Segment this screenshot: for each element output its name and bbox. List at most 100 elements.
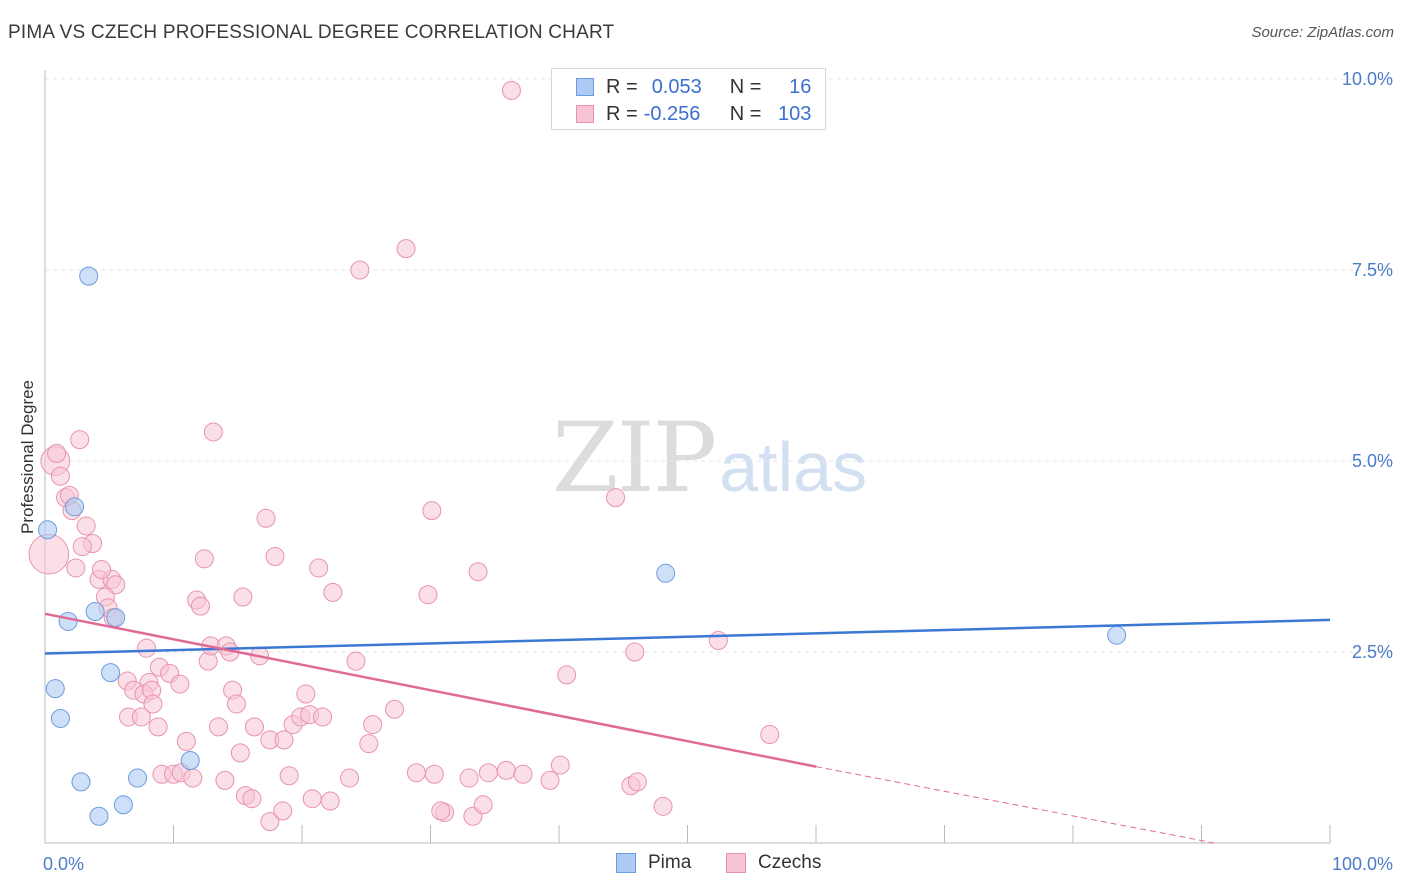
- czech-point-57: [323, 582, 343, 602]
- pima-n-label: N =: [729, 75, 762, 98]
- pima-swatch: [576, 78, 594, 96]
- czech-point-2: [47, 443, 67, 463]
- pima-point-7: [45, 679, 65, 699]
- czech-point-31: [148, 717, 168, 737]
- pima-point-0: [38, 520, 58, 540]
- czech-point-55: [296, 684, 316, 704]
- czech-point-42: [226, 694, 246, 714]
- pima-point-3: [85, 602, 105, 622]
- czech-point-32: [176, 731, 196, 751]
- czech-trend-line: [44, 612, 817, 768]
- czech-swatch: [576, 105, 594, 123]
- pima-n-value: 16: [789, 75, 812, 98]
- pima-point-11: [128, 768, 148, 788]
- pima-r-value: 0.053: [651, 75, 702, 98]
- axis-labels: 2.5% 5.0% 7.5% 10.0% 0.0% 100.0% Professional …: [18, 69, 1393, 874]
- czech-point-99: [302, 789, 322, 809]
- y-tick-label-2: 7.5%: [1352, 260, 1393, 280]
- czech-point-68: [424, 764, 444, 784]
- czech-point-60: [346, 651, 366, 671]
- czech-point-88: [760, 725, 780, 745]
- czech-point-62: [359, 734, 379, 754]
- czech-point-79: [540, 770, 560, 790]
- czech-point-74: [473, 795, 493, 815]
- czech-point-35: [194, 549, 214, 569]
- x-tick-label-0: 0.0%: [43, 854, 84, 874]
- legend-row-pima: R = 0.053 N = 16: [576, 75, 811, 99]
- pima-r-label: R =: [606, 75, 638, 98]
- czech-point-3: [50, 466, 70, 486]
- pima-point-4: [58, 611, 78, 631]
- pima-legend-swatch: [616, 853, 636, 873]
- czech-point-96: [260, 812, 280, 832]
- y-tick-label-0: 2.5%: [1352, 642, 1393, 662]
- legend-row-czechs: R = -0.256 N = 103: [576, 102, 811, 126]
- czech-point-87: [708, 631, 728, 651]
- grid-lines: [45, 78, 1392, 653]
- czech-point-95: [242, 789, 262, 809]
- czech-point-46: [244, 717, 264, 737]
- czech-point-8: [76, 516, 96, 536]
- czech-point-43: [233, 587, 253, 607]
- axes: [44, 70, 1331, 844]
- czech-point-97: [273, 801, 293, 821]
- pima-point-1: [79, 266, 99, 286]
- czech-point-98: [279, 766, 299, 786]
- trend-lines: [44, 612, 1331, 844]
- pima-point-8: [50, 708, 70, 728]
- czech-legend-label: Czechs: [758, 852, 822, 873]
- chart-title: PIMA VS CZECH PROFESSIONAL DEGREE CORREL…: [8, 22, 615, 43]
- pima-point-14: [656, 563, 676, 583]
- czech-point-67: [422, 501, 442, 521]
- czech-point-84: [627, 772, 647, 792]
- czech-point-44: [208, 717, 228, 737]
- czech-point-48: [256, 508, 276, 528]
- czech-point-61: [363, 715, 383, 735]
- source-credit: Source: ZipAtlas.com: [1251, 24, 1394, 41]
- czech-point-78: [513, 764, 533, 784]
- bottom-legend-czechs: Czechs: [726, 852, 821, 874]
- czech-point-14: [106, 575, 126, 595]
- pima-point-13: [89, 806, 109, 826]
- czech-point-22: [170, 674, 190, 694]
- czech-point-93: [215, 770, 235, 790]
- czech-point-101: [340, 768, 360, 788]
- czech-point-11: [66, 558, 86, 578]
- czech-point-76: [496, 760, 516, 780]
- czech-point-80: [550, 755, 570, 775]
- czech-point-10: [72, 537, 92, 557]
- pima-point-5: [106, 608, 126, 628]
- czech-point-71: [459, 768, 479, 788]
- czech-r-label: R =: [606, 102, 638, 125]
- czech-trend-extension: [815, 766, 1215, 844]
- czech-point-50: [265, 547, 285, 566]
- czech-point-58: [313, 707, 333, 727]
- czech-point-34: [190, 596, 210, 616]
- pima-point-15: [1107, 625, 1127, 645]
- czech-point-85: [625, 642, 645, 662]
- czech-point-66: [418, 585, 438, 605]
- pima-point-6: [101, 663, 121, 683]
- y-axis-title: Professional Degree: [18, 380, 37, 534]
- czech-point-70: [431, 801, 451, 821]
- czech-point-82: [606, 488, 626, 508]
- czech-legend-swatch: [726, 853, 746, 873]
- czech-n-value: 103: [778, 102, 812, 125]
- czech-point-29: [131, 707, 151, 727]
- czech-point-77: [501, 80, 521, 100]
- czech-point-64: [396, 239, 416, 259]
- pima-trend-line: [44, 618, 1331, 655]
- bottom-legend-pima: Pima: [616, 852, 691, 874]
- czech-points: [28, 80, 780, 832]
- czech-r-value: -0.256: [643, 102, 701, 125]
- czech-point-15: [92, 559, 112, 579]
- pima-points: [38, 266, 1127, 826]
- czech-point-0: [28, 533, 70, 575]
- pima-point-10: [71, 772, 91, 792]
- y-tick-label-3: 10.0%: [1342, 69, 1393, 89]
- y-tick-label-1: 5.0%: [1352, 451, 1393, 471]
- czech-point-75: [478, 763, 498, 783]
- czech-point-45: [230, 743, 250, 763]
- czech-point-65: [406, 763, 426, 783]
